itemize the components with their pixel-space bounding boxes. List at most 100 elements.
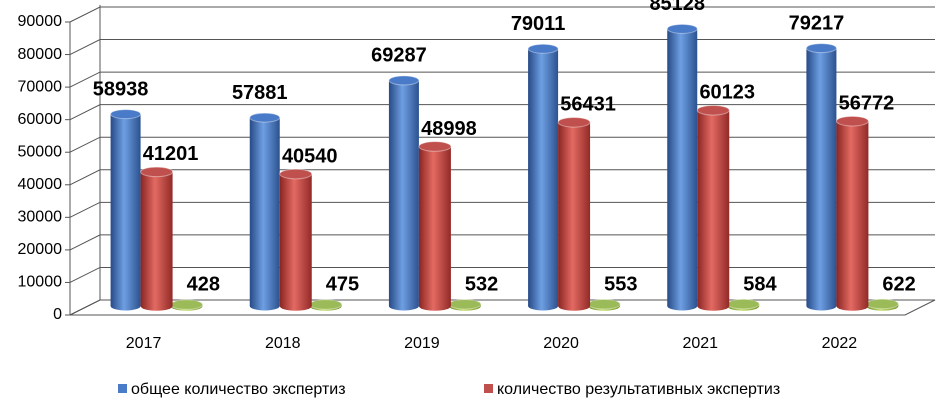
bar-body — [528, 48, 559, 306]
y-tick-label: 0 — [53, 306, 62, 323]
bar — [835, 115, 869, 311]
value-label: 553 — [604, 273, 637, 295]
value-label: 60123 — [699, 82, 755, 104]
y-tick-label: 80000 — [18, 46, 63, 63]
bar-top — [140, 166, 174, 178]
bar — [587, 298, 621, 311]
bar — [140, 166, 174, 311]
legend-swatch — [484, 384, 493, 393]
bar-body — [279, 174, 312, 306]
grid-line — [69, 136, 935, 153]
y-tick-label: 10000 — [18, 274, 63, 291]
bar-top — [388, 75, 420, 86]
value-label: 56772 — [839, 92, 895, 114]
bar-top — [835, 115, 869, 127]
bar-bottom — [418, 301, 451, 311]
bar-top — [249, 112, 281, 123]
bar — [388, 75, 420, 311]
grid-line — [69, 39, 935, 56]
bar-body — [558, 122, 591, 307]
bar-body — [388, 80, 419, 307]
bar-body — [418, 146, 451, 306]
bar-top — [805, 43, 837, 54]
value-label: 428 — [187, 273, 220, 295]
bar-body — [806, 48, 837, 307]
bar-top — [696, 104, 730, 116]
bar — [110, 109, 142, 311]
value-label: 79011 — [511, 13, 566, 35]
y-tick-label: 30000 — [18, 209, 63, 226]
bar — [527, 43, 559, 311]
value-label: 584 — [743, 273, 777, 295]
bar-bottom — [836, 301, 869, 311]
value-label: 475 — [326, 273, 359, 295]
bar-top — [666, 23, 698, 34]
value-label: 56431 — [560, 94, 616, 116]
bar-top — [726, 298, 760, 310]
value-label: 85128 — [649, 0, 705, 15]
bar — [696, 104, 730, 311]
bar — [249, 112, 281, 311]
y-tick-label: 20000 — [18, 241, 63, 258]
bar-top — [170, 299, 204, 310]
value-label: 69287 — [371, 45, 427, 67]
bar-bottom — [667, 301, 698, 311]
bar — [726, 298, 760, 311]
y-tick-label: 50000 — [18, 143, 63, 160]
y-tick-label: 90000 — [18, 13, 63, 30]
bar-body — [667, 28, 698, 307]
bar — [448, 298, 482, 311]
bar — [557, 116, 591, 311]
grid-line — [69, 201, 935, 218]
grid-line — [69, 71, 935, 88]
bar — [865, 298, 899, 311]
x-tick-label: 2020 — [543, 335, 579, 352]
x-tick-label: 2017 — [126, 335, 162, 352]
bar-top — [865, 298, 899, 310]
bar-body — [697, 110, 730, 306]
bar-bottom — [279, 301, 312, 311]
bar-top — [279, 168, 313, 180]
bar — [418, 141, 452, 311]
y-tick-label: 40000 — [18, 176, 63, 193]
grid-line — [69, 6, 935, 23]
bar-bottom — [110, 301, 141, 311]
y-tick-label: 60000 — [18, 111, 63, 128]
value-label: 58938 — [93, 78, 149, 100]
grid-line — [69, 104, 935, 121]
bar-top — [309, 299, 343, 310]
legend-label: количество результативных экспертиз — [497, 381, 780, 398]
bar-body — [140, 171, 173, 306]
value-label: 48998 — [421, 118, 477, 140]
axes — [69, 5, 936, 316]
grid-line — [69, 266, 935, 283]
grid-line — [69, 169, 935, 186]
bar — [309, 299, 343, 311]
bar-top — [418, 141, 452, 152]
value-label: 532 — [465, 273, 498, 295]
bar-top — [448, 298, 482, 310]
x-tick-label: 2021 — [682, 335, 718, 352]
bar-top — [557, 116, 591, 128]
grid-line — [69, 299, 935, 316]
y-tick-label: 70000 — [18, 78, 63, 95]
bar-top — [527, 43, 559, 54]
bar — [666, 23, 698, 311]
bar-bottom — [388, 301, 419, 311]
value-label: 79217 — [789, 12, 845, 34]
bar — [170, 299, 204, 311]
back-wall-edge — [69, 5, 101, 316]
bar-body — [110, 114, 141, 306]
grid-line — [69, 234, 935, 251]
bar-bottom — [697, 301, 730, 311]
bar — [805, 43, 837, 311]
bar-bottom — [249, 301, 280, 311]
bar-bottom — [528, 301, 559, 311]
value-label: 41201 — [143, 143, 199, 165]
bar-bottom — [806, 301, 837, 311]
legend-swatch — [118, 384, 127, 393]
bar-body — [249, 117, 280, 306]
value-label: 57881 — [232, 82, 288, 104]
bar-top — [587, 298, 621, 310]
